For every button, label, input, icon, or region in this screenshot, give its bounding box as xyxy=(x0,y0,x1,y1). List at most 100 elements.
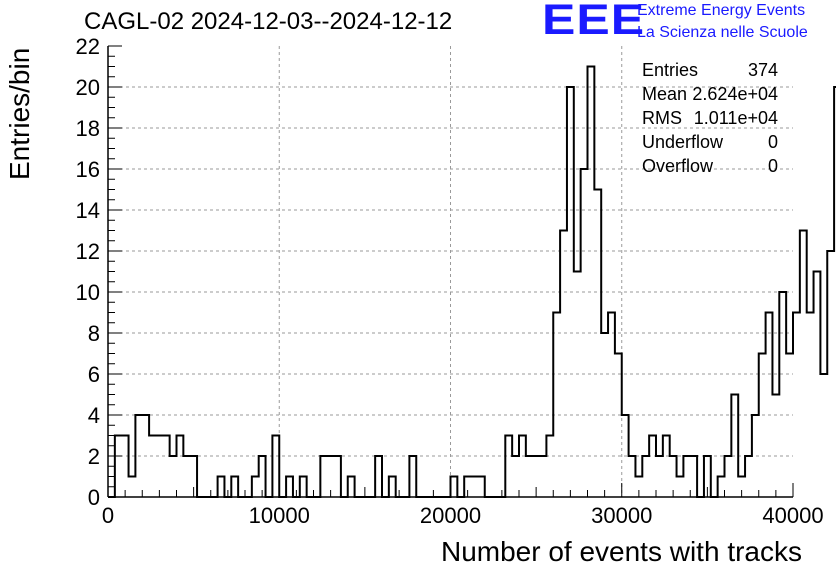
histogram-bin xyxy=(348,477,355,498)
histogram-bin xyxy=(663,436,670,498)
histogram-bin xyxy=(272,436,279,498)
histogram-bin xyxy=(738,477,745,498)
x-tick-label: 10000 xyxy=(249,503,310,528)
histogram-bin xyxy=(772,395,779,498)
axes xyxy=(107,45,794,498)
histogram-bin xyxy=(656,456,663,497)
y-tick-label: 18 xyxy=(76,116,100,141)
histogram-bin xyxy=(588,67,595,498)
y-tick-label: 2 xyxy=(88,444,100,469)
histogram-bin xyxy=(177,436,184,498)
histogram-bin xyxy=(512,456,519,497)
histogram-bin xyxy=(149,436,156,498)
histogram-bin xyxy=(231,477,238,498)
stats-row-entries: Entries 374 xyxy=(640,58,780,82)
histogram-bin xyxy=(677,477,684,498)
histogram-bin xyxy=(327,456,334,497)
histogram-bin xyxy=(581,169,588,497)
histogram-bin xyxy=(142,415,149,497)
histogram-bin xyxy=(156,436,163,498)
histogram-bin xyxy=(731,395,738,498)
histogram-bin xyxy=(540,456,547,497)
histogram-bin xyxy=(800,231,807,498)
y-tick-label: 14 xyxy=(76,198,100,223)
stats-label: Mean xyxy=(642,84,688,104)
histogram-bin xyxy=(793,313,800,498)
x-tick-labels: 0 10000 20000 30000 40000 xyxy=(102,503,824,528)
stats-label: Underflow xyxy=(642,132,724,152)
grid-lines xyxy=(108,46,793,497)
histogram-bin xyxy=(519,436,526,498)
histogram-bin xyxy=(451,477,458,498)
histogram-bin xyxy=(252,477,259,498)
histogram-bin xyxy=(594,190,601,498)
histogram-bin xyxy=(115,436,122,498)
histogram-bin xyxy=(163,436,170,498)
stats-box: Entries 374 Mean 2.624e+04 RMS 1.011e+04… xyxy=(640,58,780,178)
histogram-bin xyxy=(786,354,793,498)
histogram-bin xyxy=(567,87,574,497)
histogram-bin xyxy=(827,251,834,497)
y-tick-label: 20 xyxy=(76,75,100,100)
chart-title: CAGL-02 2024-12-03--2024-12-12 xyxy=(84,8,453,35)
histogram-bin xyxy=(190,456,197,497)
histogram-bin xyxy=(622,415,629,497)
histogram-bin xyxy=(300,477,307,498)
stats-label: Overflow xyxy=(642,156,714,176)
histogram-bin xyxy=(752,415,759,497)
logo-caption-line1: Extreme Energy Events xyxy=(637,2,806,19)
stats-row-mean: Mean 2.624e+04 xyxy=(640,82,780,106)
y-tick-labels: 0 2 4 6 8 10 12 14 16 18 20 22 xyxy=(76,34,100,510)
y-tick-label: 4 xyxy=(88,403,100,428)
histogram-bin xyxy=(725,456,732,497)
histogram-bin xyxy=(546,436,553,498)
x-tick-label: 40000 xyxy=(762,503,823,528)
histogram-bin xyxy=(334,456,341,497)
histogram-bin xyxy=(505,436,512,498)
histogram-bin xyxy=(122,436,129,498)
y-axis-label: Entries/bin xyxy=(4,47,35,180)
histogram-bin xyxy=(779,292,786,497)
histogram-bin xyxy=(135,415,142,497)
histogram-bin xyxy=(183,456,190,497)
histogram-bin xyxy=(615,354,622,498)
histogram-bin xyxy=(560,231,567,498)
histogram-bin xyxy=(471,477,478,498)
stats-value: 374 xyxy=(747,60,778,80)
histogram-bin xyxy=(478,477,485,498)
histogram-bin xyxy=(608,313,615,498)
x-tick-label: 20000 xyxy=(420,503,481,528)
histogram-bin xyxy=(683,456,690,497)
stats-value: 1.011e+04 xyxy=(693,108,778,128)
histogram-bin xyxy=(259,456,266,497)
y-tick-label: 0 xyxy=(88,485,100,510)
histogram-bin xyxy=(320,456,327,497)
y-tick-label: 12 xyxy=(76,239,100,264)
histogram-bin xyxy=(649,436,656,498)
histogram-bin xyxy=(759,354,766,498)
histogram-bin xyxy=(820,374,827,497)
histogram-bin xyxy=(807,313,814,498)
histogram-bin xyxy=(533,456,540,497)
y-tick-label: 22 xyxy=(76,34,100,59)
histogram-line xyxy=(108,65,836,498)
histogram-bin xyxy=(690,456,697,497)
x-tick-label: 0 xyxy=(102,503,114,528)
histogram-bin xyxy=(635,477,642,498)
histogram-bin xyxy=(375,456,382,497)
histogram-bin xyxy=(286,477,293,498)
histogram-bin xyxy=(745,456,752,497)
histogram-bin xyxy=(766,313,773,498)
stats-value: 0 xyxy=(767,156,778,176)
stats-label: RMS xyxy=(642,108,682,128)
histogram-bin xyxy=(409,456,416,497)
x-tick-label: 30000 xyxy=(591,503,652,528)
histogram-bin xyxy=(704,456,711,497)
histogram-bin xyxy=(526,456,533,497)
histogram-bin xyxy=(670,456,677,497)
histogram-bin xyxy=(629,456,636,497)
histogram-bin xyxy=(814,272,821,498)
y-tick-label: 10 xyxy=(76,280,100,305)
histogram-bin xyxy=(553,313,560,498)
